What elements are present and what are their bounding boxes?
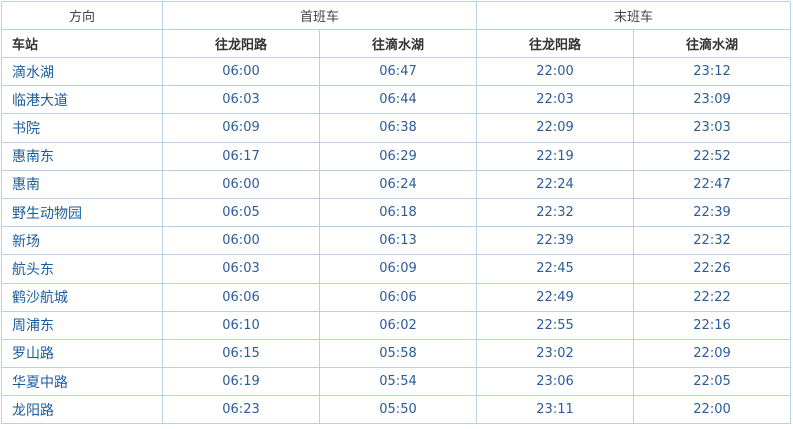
last-to-dishui-time: 22:00 [633, 395, 792, 425]
first-to-dishui-time: 05:54 [318, 367, 478, 397]
last-to-dishui-time: 22:05 [633, 367, 792, 397]
last-to-dishui-time: 22:09 [633, 338, 792, 369]
first-to-dishui-time: 05:50 [318, 395, 478, 425]
first-to-dishui-time: 05:58 [318, 338, 478, 369]
last-to-longyang-time: 22:39 [476, 226, 635, 256]
first-to-longyang-time: 06:00 [162, 56, 320, 87]
table-row: 周浦东 06:10 06:02 22:55 22:16 [1, 310, 792, 340]
last-train-header: 末班车 [476, 1, 792, 30]
station-link[interactable]: 罗山路 [1, 338, 163, 369]
first-to-longyang-header: 往龙阳路 [162, 29, 320, 58]
last-to-dishui-time: 23:03 [633, 113, 792, 143]
first-to-dishui-time: 06:24 [318, 169, 478, 199]
last-to-dishui-time: 22:26 [633, 254, 792, 284]
first-train-header: 首班车 [161, 1, 478, 30]
last-to-longyang-time: 23:11 [476, 395, 635, 425]
table-row: 惠南 06:00 06:24 22:24 22:47 [1, 169, 792, 199]
last-to-dishui-time: 23:12 [633, 56, 792, 87]
station-link[interactable]: 野生动物园 [1, 197, 163, 228]
last-to-longyang-time: 22:09 [476, 113, 635, 143]
last-to-longyang-time: 23:02 [476, 338, 635, 369]
direction-header: 方向 [1, 1, 163, 30]
last-to-longyang-time: 22:19 [476, 141, 635, 171]
station-link[interactable]: 航头东 [1, 254, 163, 284]
last-to-longyang-time: 22:00 [476, 56, 635, 87]
last-to-longyang-time: 22:55 [476, 310, 635, 340]
first-to-dishui-time: 06:18 [318, 197, 478, 228]
table-row: 罗山路 06:15 05:58 23:02 22:09 [1, 338, 792, 369]
last-to-longyang-header: 往龙阳路 [476, 29, 635, 58]
last-to-dishui-header: 往滴水湖 [633, 29, 792, 58]
last-to-dishui-time: 22:22 [633, 282, 792, 312]
table-row: 鹤沙航城 06:06 06:06 22:49 22:22 [1, 282, 792, 312]
last-to-dishui-time: 22:39 [633, 197, 792, 228]
first-to-longyang-time: 06:10 [162, 310, 320, 340]
last-to-dishui-time: 22:32 [633, 226, 792, 256]
station-link[interactable]: 龙阳路 [1, 395, 163, 425]
first-to-longyang-time: 06:19 [162, 367, 320, 397]
station-link[interactable]: 新场 [1, 226, 163, 256]
first-to-dishui-time: 06:29 [318, 141, 478, 171]
station-link[interactable]: 临港大道 [1, 85, 163, 115]
first-to-dishui-header: 往滴水湖 [318, 29, 478, 58]
table-row: 滴水湖 06:00 06:47 22:00 23:12 [1, 56, 792, 87]
station-header: 车站 [1, 29, 163, 58]
first-to-dishui-time: 06:06 [318, 282, 478, 312]
table-row: 书院 06:09 06:38 22:09 23:03 [1, 113, 792, 143]
table-row: 新场 06:00 06:13 22:39 22:32 [1, 226, 792, 256]
station-link[interactable]: 惠南东 [1, 141, 163, 171]
first-to-longyang-time: 06:15 [162, 338, 320, 369]
last-to-dishui-time: 22:52 [633, 141, 792, 171]
table-row: 野生动物园 06:05 06:18 22:32 22:39 [1, 197, 792, 228]
station-link[interactable]: 书院 [1, 113, 163, 143]
first-to-longyang-time: 06:23 [162, 395, 320, 425]
first-to-dishui-time: 06:09 [318, 254, 478, 284]
first-to-longyang-time: 06:09 [162, 113, 320, 143]
last-to-longyang-time: 22:24 [476, 169, 635, 199]
last-to-dishui-time: 22:47 [633, 169, 792, 199]
first-to-longyang-time: 06:00 [162, 169, 320, 199]
station-link[interactable]: 周浦东 [1, 310, 163, 340]
first-to-dishui-time: 06:13 [318, 226, 478, 256]
station-link[interactable]: 华夏中路 [1, 367, 163, 397]
first-to-dishui-time: 06:02 [318, 310, 478, 340]
last-to-longyang-time: 22:32 [476, 197, 635, 228]
table-row: 航头东 06:03 06:09 22:45 22:26 [1, 254, 792, 284]
first-to-longyang-time: 06:05 [162, 197, 320, 228]
first-to-longyang-time: 06:17 [162, 141, 320, 171]
first-to-dishui-time: 06:38 [318, 113, 478, 143]
first-to-dishui-time: 06:47 [318, 56, 478, 87]
last-to-longyang-time: 22:45 [476, 254, 635, 284]
first-to-longyang-time: 06:00 [162, 226, 320, 256]
table-row: 惠南东 06:17 06:29 22:19 22:52 [1, 141, 792, 171]
last-to-dishui-time: 23:09 [633, 85, 792, 115]
first-to-longyang-time: 06:03 [162, 85, 320, 115]
first-to-longyang-time: 06:06 [162, 282, 320, 312]
station-link[interactable]: 惠南 [1, 169, 163, 199]
last-to-longyang-time: 23:06 [476, 367, 635, 397]
last-to-dishui-time: 22:16 [633, 310, 792, 340]
table-row: 临港大道 06:03 06:44 22:03 23:09 [1, 85, 792, 115]
station-link[interactable]: 鹤沙航城 [1, 282, 163, 312]
table-row: 龙阳路 06:23 05:50 23:11 22:00 [1, 395, 792, 425]
last-to-longyang-time: 22:49 [476, 282, 635, 312]
last-to-longyang-time: 22:03 [476, 85, 635, 115]
first-to-longyang-time: 06:03 [162, 254, 320, 284]
station-link[interactable]: 滴水湖 [1, 56, 163, 87]
table-row: 华夏中路 06:19 05:54 23:06 22:05 [1, 367, 792, 397]
first-to-dishui-time: 06:44 [318, 85, 478, 115]
